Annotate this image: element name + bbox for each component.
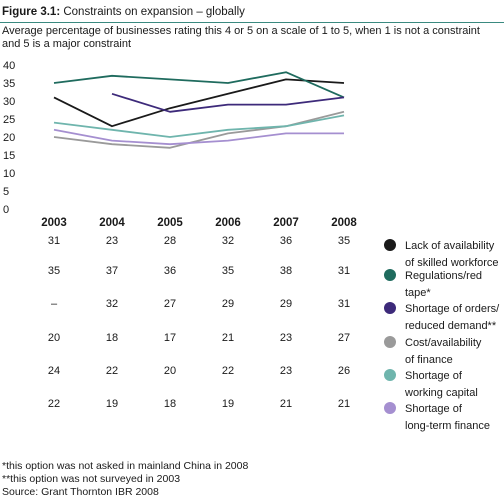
x-tick-label: 2006 bbox=[215, 217, 241, 229]
y-tick-label: 40 bbox=[3, 60, 15, 72]
legend-label: tape* bbox=[405, 287, 431, 299]
data-label: 18 bbox=[164, 398, 176, 410]
y-axis: 0 5 10 15 20 25 30 35 40 bbox=[3, 60, 15, 216]
y-tick-label: 0 bbox=[3, 204, 9, 216]
legend-label: long-term finance bbox=[405, 420, 490, 432]
data-label: 19 bbox=[106, 398, 118, 410]
series-line bbox=[53, 128, 344, 146]
y-tick-label: 30 bbox=[3, 96, 15, 108]
x-axis: 2003 2004 2005 2006 2007 2008 bbox=[41, 217, 357, 229]
data-label: 31 bbox=[338, 298, 350, 310]
x-tick-label: 2007 bbox=[273, 217, 299, 229]
data-label: 21 bbox=[338, 398, 350, 410]
y-tick-label: 10 bbox=[3, 168, 15, 180]
data-label: 21 bbox=[222, 332, 234, 344]
figure-number: Figure 3.1: bbox=[2, 6, 61, 18]
source-note: Source: Grant Thornton IBR 2008 bbox=[2, 486, 159, 498]
y-tick-label: 25 bbox=[3, 114, 15, 126]
legend-marker bbox=[384, 402, 396, 414]
y-tick-label: 20 bbox=[3, 132, 15, 144]
legend-label: working capital bbox=[404, 387, 478, 399]
legend-label: Regulations/red bbox=[405, 270, 482, 282]
data-label: 21 bbox=[280, 398, 292, 410]
footnote-2003: **this option was not surveyed in 2003 bbox=[2, 473, 181, 485]
x-tick-label: 2008 bbox=[331, 217, 357, 229]
data-label: 22 bbox=[106, 365, 118, 377]
data-label: 27 bbox=[338, 332, 350, 344]
series-line bbox=[53, 71, 345, 99]
data-label: 36 bbox=[280, 235, 292, 247]
legend-label: Cost/availability bbox=[405, 337, 482, 349]
figure-title: Constraints on expansion – globally bbox=[60, 6, 245, 18]
data-label: 35 bbox=[222, 265, 234, 277]
data-label: 24 bbox=[48, 365, 60, 377]
title-divider bbox=[0, 22, 504, 23]
x-tick-label: 2003 bbox=[41, 217, 67, 229]
legend-marker bbox=[384, 302, 396, 314]
footnote-china: *this option was not asked in mainland C… bbox=[2, 460, 249, 472]
data-label: 27 bbox=[164, 298, 176, 310]
data-label: 29 bbox=[222, 298, 234, 310]
legend-label: Shortage of bbox=[405, 403, 463, 415]
y-tick-label: 15 bbox=[3, 150, 15, 162]
legend-marker bbox=[384, 369, 396, 381]
series-line bbox=[111, 92, 345, 113]
data-label: 18 bbox=[106, 332, 118, 344]
data-label: 37 bbox=[106, 265, 118, 277]
chart-subtitle: Average percentage of businesses rating … bbox=[2, 25, 480, 50]
data-label: 23 bbox=[106, 235, 118, 247]
data-label: 35 bbox=[338, 235, 350, 247]
data-label: 20 bbox=[48, 332, 60, 344]
data-label: 17 bbox=[164, 332, 176, 344]
legend-marker bbox=[384, 336, 396, 348]
data-label: 32 bbox=[106, 298, 118, 310]
legend-label: of finance bbox=[405, 354, 453, 366]
data-label: 31 bbox=[48, 235, 60, 247]
x-tick-label: 2005 bbox=[157, 217, 183, 229]
legend-label: Shortage of bbox=[405, 370, 463, 382]
data-label: 35 bbox=[48, 265, 60, 277]
data-label: 38 bbox=[280, 265, 292, 277]
series-line bbox=[53, 78, 345, 128]
series-lines bbox=[53, 71, 345, 149]
footnotes: *this option was not asked in mainland C… bbox=[2, 460, 248, 499]
data-label: 20 bbox=[164, 365, 176, 377]
data-table: 31 23 28 32 36 35 35 37 36 35 38 31 – 32 27 29 29 31 20 18 1… bbox=[48, 235, 350, 410]
data-label: 36 bbox=[164, 265, 176, 277]
data-label: 29 bbox=[280, 298, 292, 310]
data-label: 19 bbox=[222, 398, 234, 410]
y-tick-label: 35 bbox=[3, 78, 15, 90]
legend-label: Shortage of orders/ bbox=[405, 303, 500, 315]
data-label: 31 bbox=[338, 265, 350, 277]
legend-marker bbox=[384, 269, 396, 281]
legend-label: Lack of availability bbox=[405, 240, 495, 252]
data-label: 23 bbox=[280, 332, 292, 344]
data-label: 32 bbox=[222, 235, 234, 247]
legend-label: of skilled workforce bbox=[405, 257, 499, 269]
data-label: 23 bbox=[280, 365, 292, 377]
data-label: – bbox=[51, 298, 58, 310]
y-tick-label: 5 bbox=[3, 186, 9, 198]
data-label: 26 bbox=[338, 365, 350, 377]
series-line bbox=[53, 114, 345, 138]
legend-label: reduced demand** bbox=[405, 320, 497, 332]
data-label: 22 bbox=[222, 365, 234, 377]
chart-title: Figure 3.1: Constraints on expansion – g… bbox=[2, 6, 245, 18]
x-tick-label: 2004 bbox=[99, 217, 125, 229]
legend-marker bbox=[384, 239, 396, 251]
data-label: 28 bbox=[164, 235, 176, 247]
data-label: 22 bbox=[48, 398, 60, 410]
legend: Lack of availability of skilled workforce… bbox=[384, 239, 500, 432]
